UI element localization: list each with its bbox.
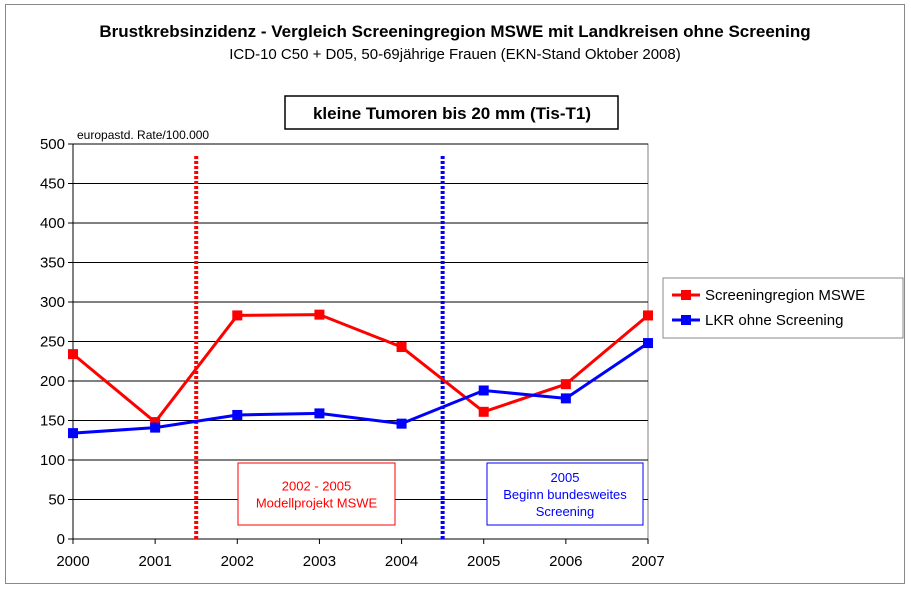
chart-subtitle: ICD-10 C50 + D05, 50-69jährige Frauen (E…: [229, 46, 681, 63]
data-point: [68, 349, 78, 360]
legend-box: [662, 277, 904, 339]
data-point: [150, 417, 161, 428]
series-lines: [68, 309, 653, 439]
data-point: [478, 406, 489, 417]
data-point: [560, 393, 571, 404]
y-tick-label: 500: [40, 136, 65, 153]
annotation-box: [486, 462, 644, 526]
legend-label: Screeningregion MSWE: [705, 287, 865, 304]
x-tick-label: 2004: [385, 553, 418, 570]
x-axis: 2000 2001 2002 2003 2004 2005 2006 2007: [56, 538, 665, 570]
annotation-text: Beginn bundesweites: [503, 487, 627, 502]
x-tick-label: 2001: [138, 553, 171, 570]
data-point: [643, 338, 653, 349]
y-tick-label: 450: [40, 176, 65, 193]
annotations: 2002 - 2005 Modellprojekt MSWE 2005 Beginn …: [237, 462, 644, 526]
vertical-markers: [194, 156, 445, 539]
data-point: [643, 310, 653, 321]
y-tick-label: 200: [40, 373, 65, 390]
annotation-text: Screening: [536, 504, 595, 519]
data-point: [560, 379, 571, 390]
y-tick-label: 50: [48, 492, 65, 509]
data-point: [232, 409, 243, 420]
x-tick-label: 2003: [303, 553, 336, 570]
y-tick-label: 350: [40, 255, 65, 272]
legend: Screeningregion MSWE LKR ohne Screening: [672, 287, 865, 329]
y-tick-label: 100: [40, 452, 65, 469]
y-axis: 0 50 100 150 200 250 300 350 400 450 500: [40, 136, 74, 548]
y-tick-label: 150: [40, 413, 65, 430]
data-point: [314, 408, 325, 419]
x-tick-label: 2005: [467, 553, 500, 570]
legend-marker: [681, 290, 691, 300]
y-tick-label: 0: [57, 531, 65, 548]
x-tick-label: 2002: [221, 553, 254, 570]
y-axis-unit-label: europastd. Rate/100.000: [77, 128, 209, 142]
y-tick-label: 300: [40, 294, 65, 311]
legend-label: LKR ohne Screening: [705, 312, 843, 329]
data-point: [396, 418, 407, 429]
x-tick-label: 2006: [549, 553, 582, 570]
x-tick-label: 2007: [631, 553, 664, 570]
y-tick-label: 400: [40, 215, 65, 232]
data-point: [396, 342, 407, 353]
y-tick-label: 250: [40, 334, 65, 351]
data-point: [232, 310, 243, 321]
data-point: [314, 309, 325, 320]
annotation-text: 2002 - 2005: [282, 479, 351, 494]
legend-marker: [681, 315, 691, 325]
x-tick-label: 2000: [56, 553, 89, 570]
annotation-box: [237, 462, 396, 526]
data-point: [478, 385, 489, 396]
data-point: [68, 428, 78, 439]
data-point: [150, 422, 161, 433]
series-line: [72, 341, 649, 435]
inner-title-box: [284, 95, 619, 130]
annotation-text: 2005: [551, 470, 580, 485]
series-line: [72, 313, 649, 424]
chart-title: Brustkrebsinzidenz - Vergleich Screening…: [99, 22, 810, 41]
annotation-text: Modellprojekt MSWE: [256, 496, 378, 511]
inner-title: kleine Tumoren bis 20 mm (Tis-T1): [313, 104, 591, 123]
